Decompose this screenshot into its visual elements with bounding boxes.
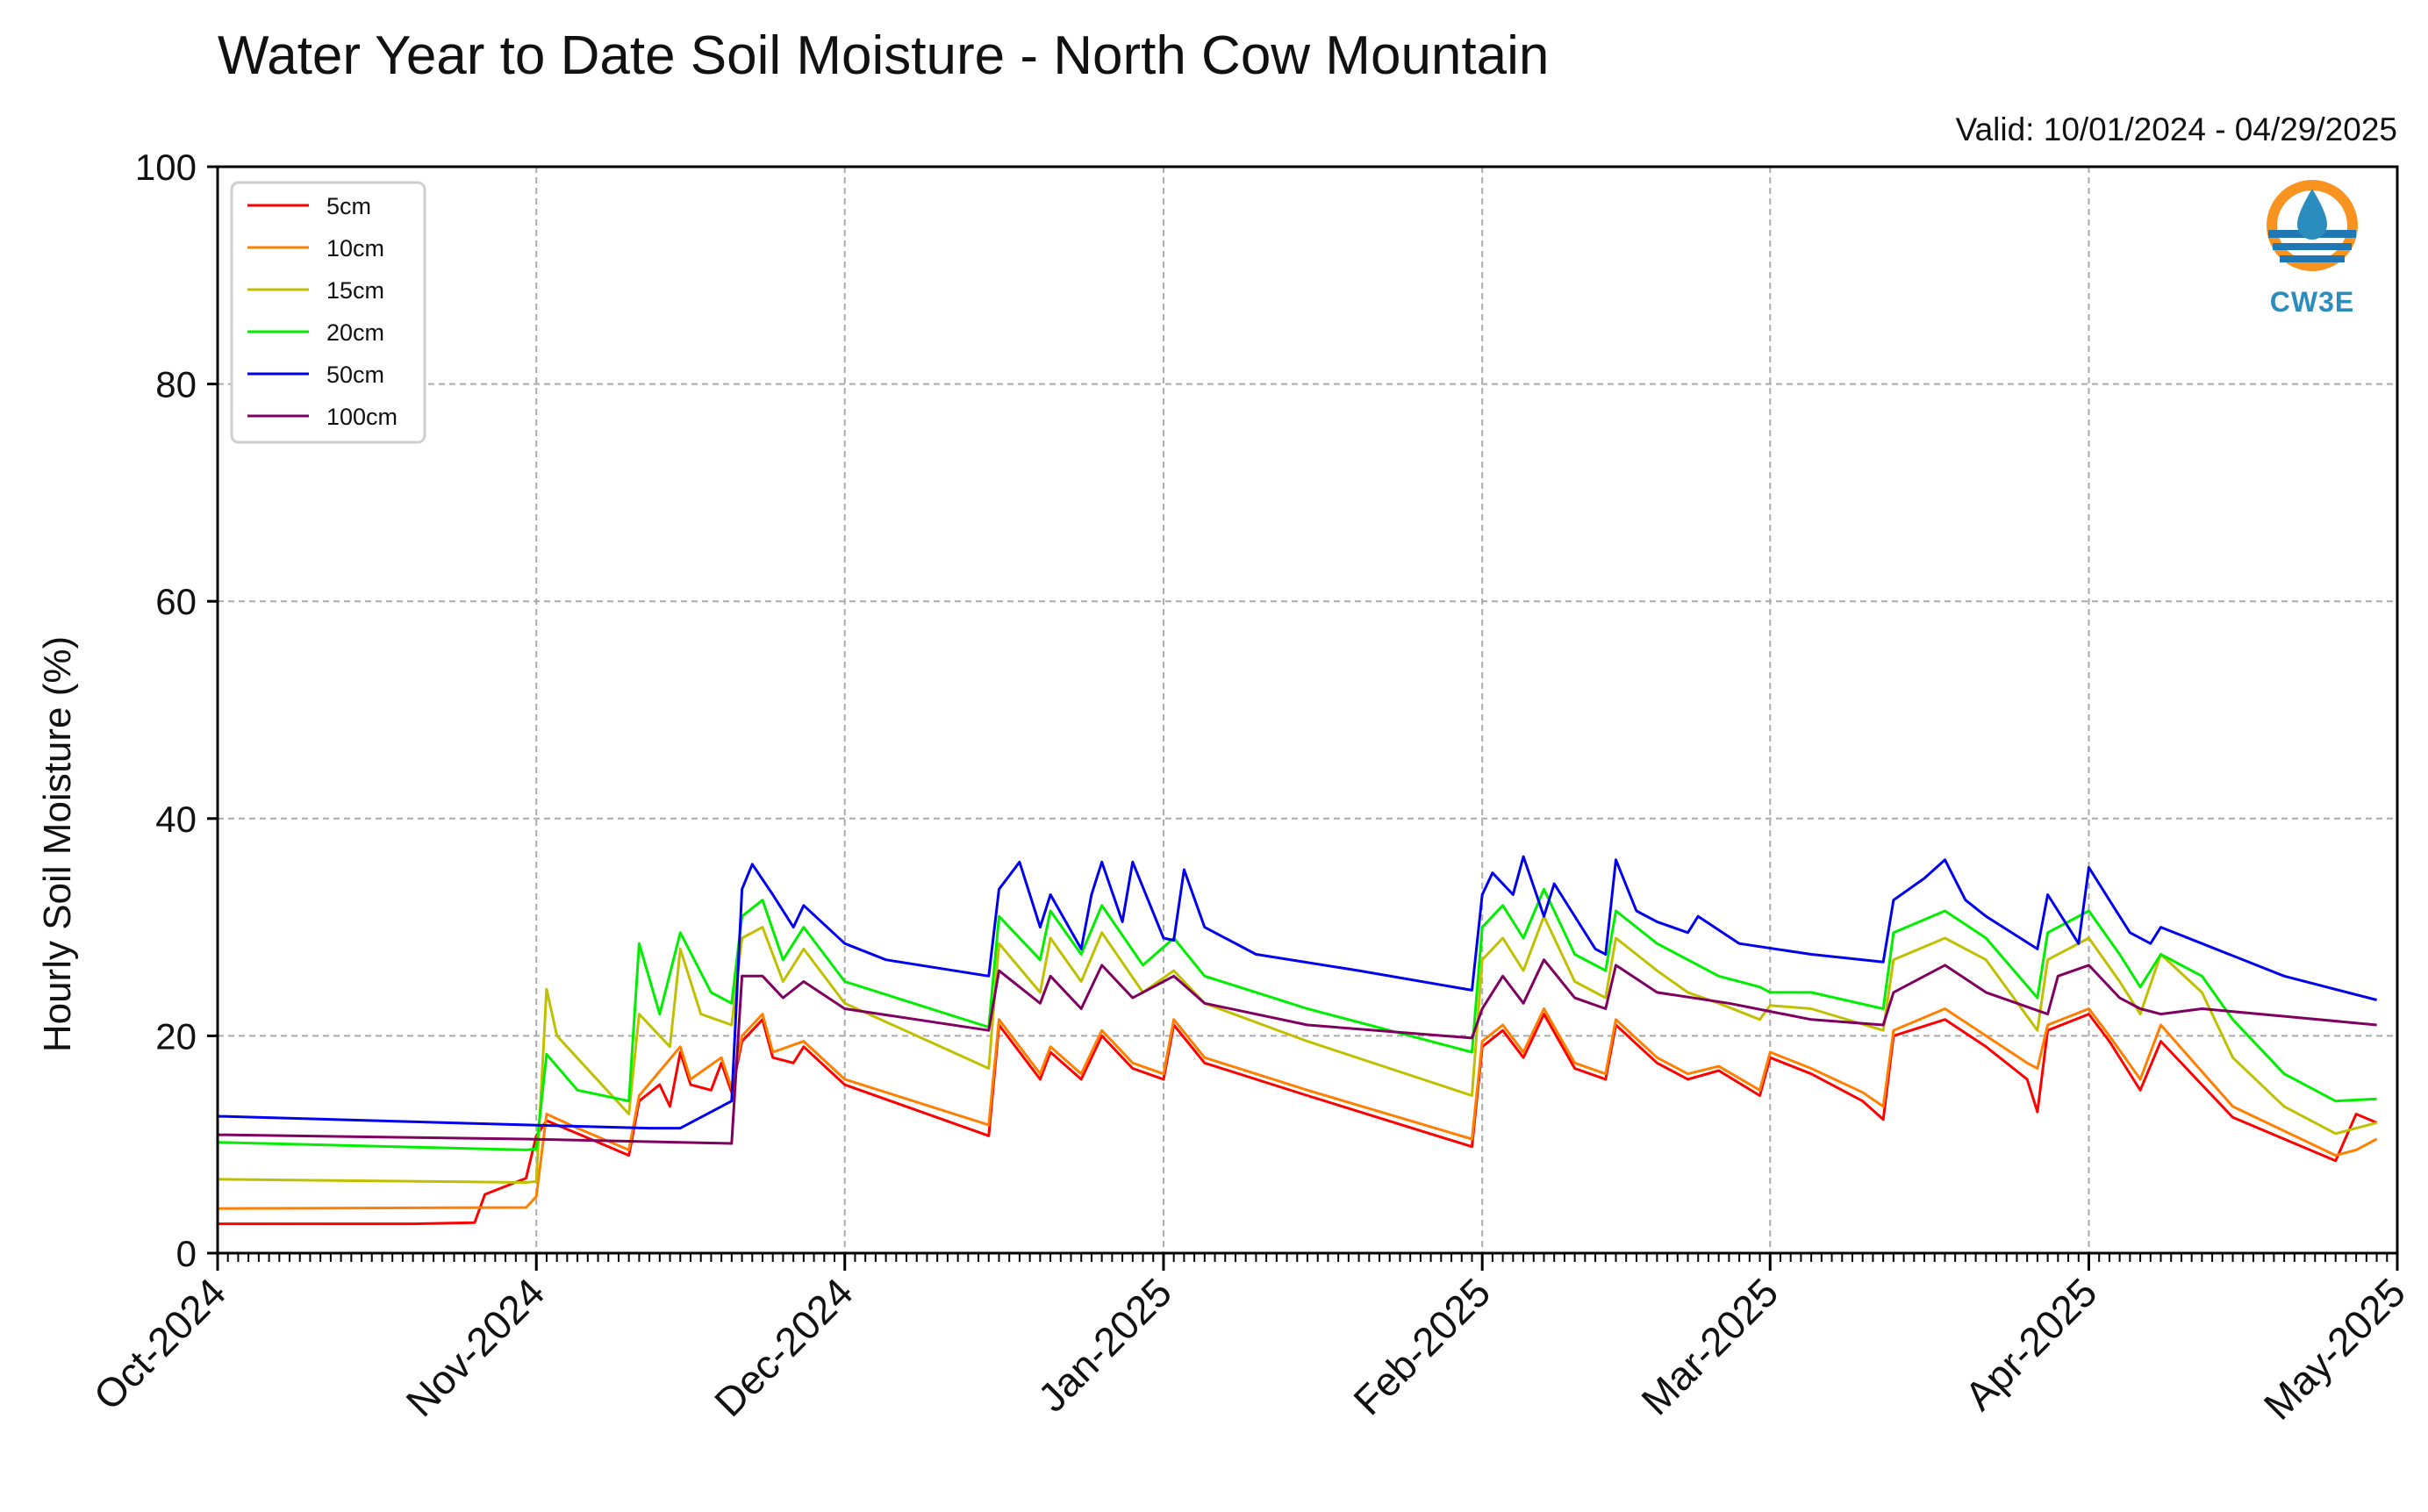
legend-label: 100cm bbox=[326, 404, 398, 430]
y-tick-label: 40 bbox=[155, 799, 197, 840]
water-drop-icon bbox=[2297, 189, 2327, 240]
y-axis-label: Hourly Soil Moisture (%) bbox=[36, 636, 79, 1052]
y-tick-label: 0 bbox=[176, 1233, 197, 1274]
legend: 5cm 10cm 15cm 20cm 50cm 100cm bbox=[230, 181, 426, 444]
y-tick-label: 20 bbox=[155, 1015, 197, 1057]
logo-text: CW3E bbox=[2270, 286, 2354, 318]
series-lines bbox=[217, 855, 2378, 1226]
chart-title: Water Year to Date Soil Moisture - North… bbox=[218, 25, 1549, 86]
y-axis: 0 20 40 60 80 100 bbox=[135, 147, 218, 1274]
legend-label: 50cm bbox=[326, 362, 384, 388]
series-line-10cm bbox=[217, 1007, 2378, 1210]
series-line-20cm bbox=[217, 887, 2377, 1151]
legend-label: 10cm bbox=[326, 235, 384, 262]
y-tick-label: 60 bbox=[155, 581, 197, 622]
y-tick-label: 100 bbox=[135, 147, 197, 188]
legend-label: 5cm bbox=[326, 193, 371, 219]
valid-range: Valid: 10/01/2024 - 04/29/2025 bbox=[1956, 111, 2397, 147]
series-line-100cm bbox=[217, 958, 2377, 1145]
legend-label: 15cm bbox=[326, 277, 384, 304]
cw3e-logo: CW3E bbox=[2267, 180, 2358, 318]
y-tick-label: 80 bbox=[155, 364, 197, 405]
series-line-15cm bbox=[217, 914, 2377, 1184]
series-line-50cm bbox=[217, 855, 2377, 1130]
legend-label: 20cm bbox=[326, 319, 384, 346]
